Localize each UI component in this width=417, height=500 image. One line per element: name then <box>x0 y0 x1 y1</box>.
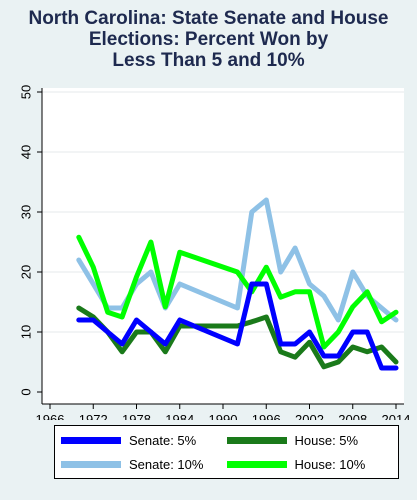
y-tick-label: 30 <box>19 205 34 219</box>
legend-label: Senate: 10% <box>129 456 204 472</box>
legend-swatch <box>61 460 121 468</box>
chart-title-line-1: North Carolina: State Senate and House <box>28 8 389 29</box>
legend-label: House: 5% <box>294 432 359 448</box>
y-tick-label: 50 <box>19 85 34 99</box>
x-tick-label: 1978 <box>122 412 151 420</box>
legend-item-senate-10: Senate: 10% <box>61 452 227 476</box>
chart-title-line-2: Elections: Percent Won by <box>88 29 329 50</box>
legend-swatch <box>226 460 287 468</box>
legend-label: Senate: 5% <box>129 432 197 448</box>
y-tick-label: 20 <box>19 265 34 279</box>
x-tick-label: 2008 <box>338 412 367 420</box>
legend-item-senate-5: Senate: 5% <box>61 428 227 452</box>
x-tick-label: 2002 <box>295 412 324 420</box>
chart-title: North Carolina: State Senate and House E… <box>0 8 417 71</box>
line-chart: 0 10 20 30 40 50 1966 1972 1978 1984 1990 1996 2002 2… <box>19 85 411 420</box>
x-tick-label: 1972 <box>79 412 108 420</box>
series-line-house-5 <box>76 305 399 370</box>
y-tick-label: 40 <box>19 145 34 159</box>
grid-lines <box>42 91 404 333</box>
legend: Senate: 5% House: 5% Senate: 10% House: … <box>54 425 399 479</box>
legend-item-house-10: House: 10% <box>226 452 393 476</box>
y-tick-label: 10 <box>19 325 34 339</box>
axes: 0 10 20 30 40 50 1966 1972 1978 1984 1990 1996 2002 2… <box>19 85 411 420</box>
x-tick-label: 1984 <box>165 412 194 420</box>
legend-item-house-5: House: 5% <box>226 428 393 452</box>
x-tick-label: 2014 <box>382 412 411 420</box>
chart-title-line-3: Less Than 5 and 10% <box>112 50 305 71</box>
legend-label: House: 10% <box>294 456 366 472</box>
x-tick-label: 1996 <box>252 412 281 420</box>
plot-area <box>42 88 404 404</box>
legend-swatch <box>226 436 287 444</box>
y-tick-label: 0 <box>19 388 34 395</box>
series-line-house-10 <box>76 234 399 350</box>
x-tick-label: 1966 <box>36 412 65 420</box>
legend-swatch <box>61 436 121 444</box>
series-line-senate-5 <box>76 281 399 371</box>
series-lines <box>76 197 399 371</box>
x-tick-label: 1990 <box>209 412 238 420</box>
